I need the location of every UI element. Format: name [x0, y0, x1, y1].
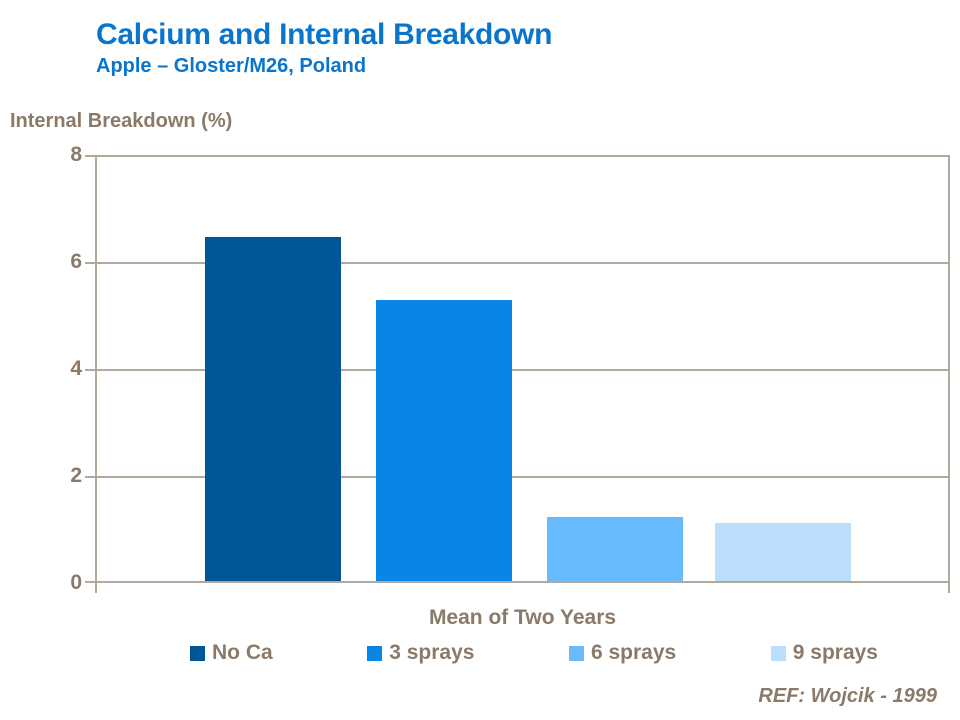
reference-note: REF: Wojcik - 1999	[758, 685, 937, 707]
y-tick-mark-2	[85, 476, 95, 478]
x-tick-mark-right	[948, 583, 950, 593]
bar-6-sprays	[547, 517, 683, 581]
y-tick-labels: 8 6 4 2 0	[36, 144, 82, 593]
legend-label-9-sprays: 9 sprays	[792, 641, 878, 664]
legend-swatch-no-ca	[190, 645, 205, 661]
bar-group	[97, 157, 948, 581]
legend-label-3-sprays: 3 sprays	[389, 641, 475, 664]
bar-no-ca	[205, 236, 341, 581]
legend-item-9-sprays: 9 sprays	[770, 641, 878, 665]
legend-label-no-ca: No Ca	[212, 641, 273, 664]
bar-3-sprays	[376, 300, 512, 581]
y-tick-mark-8	[85, 155, 95, 157]
legend-swatch-9-sprays	[770, 645, 786, 661]
legend-label-6-sprays: 6 sprays	[590, 641, 677, 664]
gridline-2	[97, 476, 948, 478]
y-tick-label-6: 6	[70, 250, 82, 273]
y-tick-label-8: 8	[70, 143, 82, 166]
y-tick-label-2: 2	[70, 464, 82, 487]
y-tick-mark-6	[85, 262, 95, 264]
plot-area	[85, 155, 950, 593]
chart-subtitle: Apple – Gloster/M26, Poland	[96, 55, 367, 77]
chart-title: Calcium and Internal Breakdown	[96, 18, 553, 51]
y-axis-title: Internal Breakdown (%)	[10, 110, 233, 132]
gridline-6	[97, 262, 948, 264]
y-tick-mark-4	[85, 369, 95, 371]
legend-swatch-6-sprays	[568, 645, 584, 661]
legend-item-6-sprays: 6 sprays	[568, 641, 677, 665]
legend-item-3-sprays: 3 sprays	[367, 641, 474, 665]
x-tick-mark-left	[95, 583, 97, 593]
y-tick-mark-0	[85, 581, 95, 583]
legend-swatch-3-sprays	[367, 645, 383, 661]
header: Calcium and Internal Breakdown Apple – G…	[96, 18, 552, 78]
legend: No Ca 3 sprays 6 sprays 9 sprays	[190, 641, 878, 665]
legend-item-no-ca: No Ca	[190, 641, 273, 665]
x-axis-label: Mean of Two Years	[428, 606, 617, 629]
gridline-4	[97, 369, 948, 371]
y-tick-label-4: 4	[70, 357, 82, 380]
bar-9-sprays	[715, 522, 851, 581]
y-tick-label-0: 0	[70, 571, 82, 594]
